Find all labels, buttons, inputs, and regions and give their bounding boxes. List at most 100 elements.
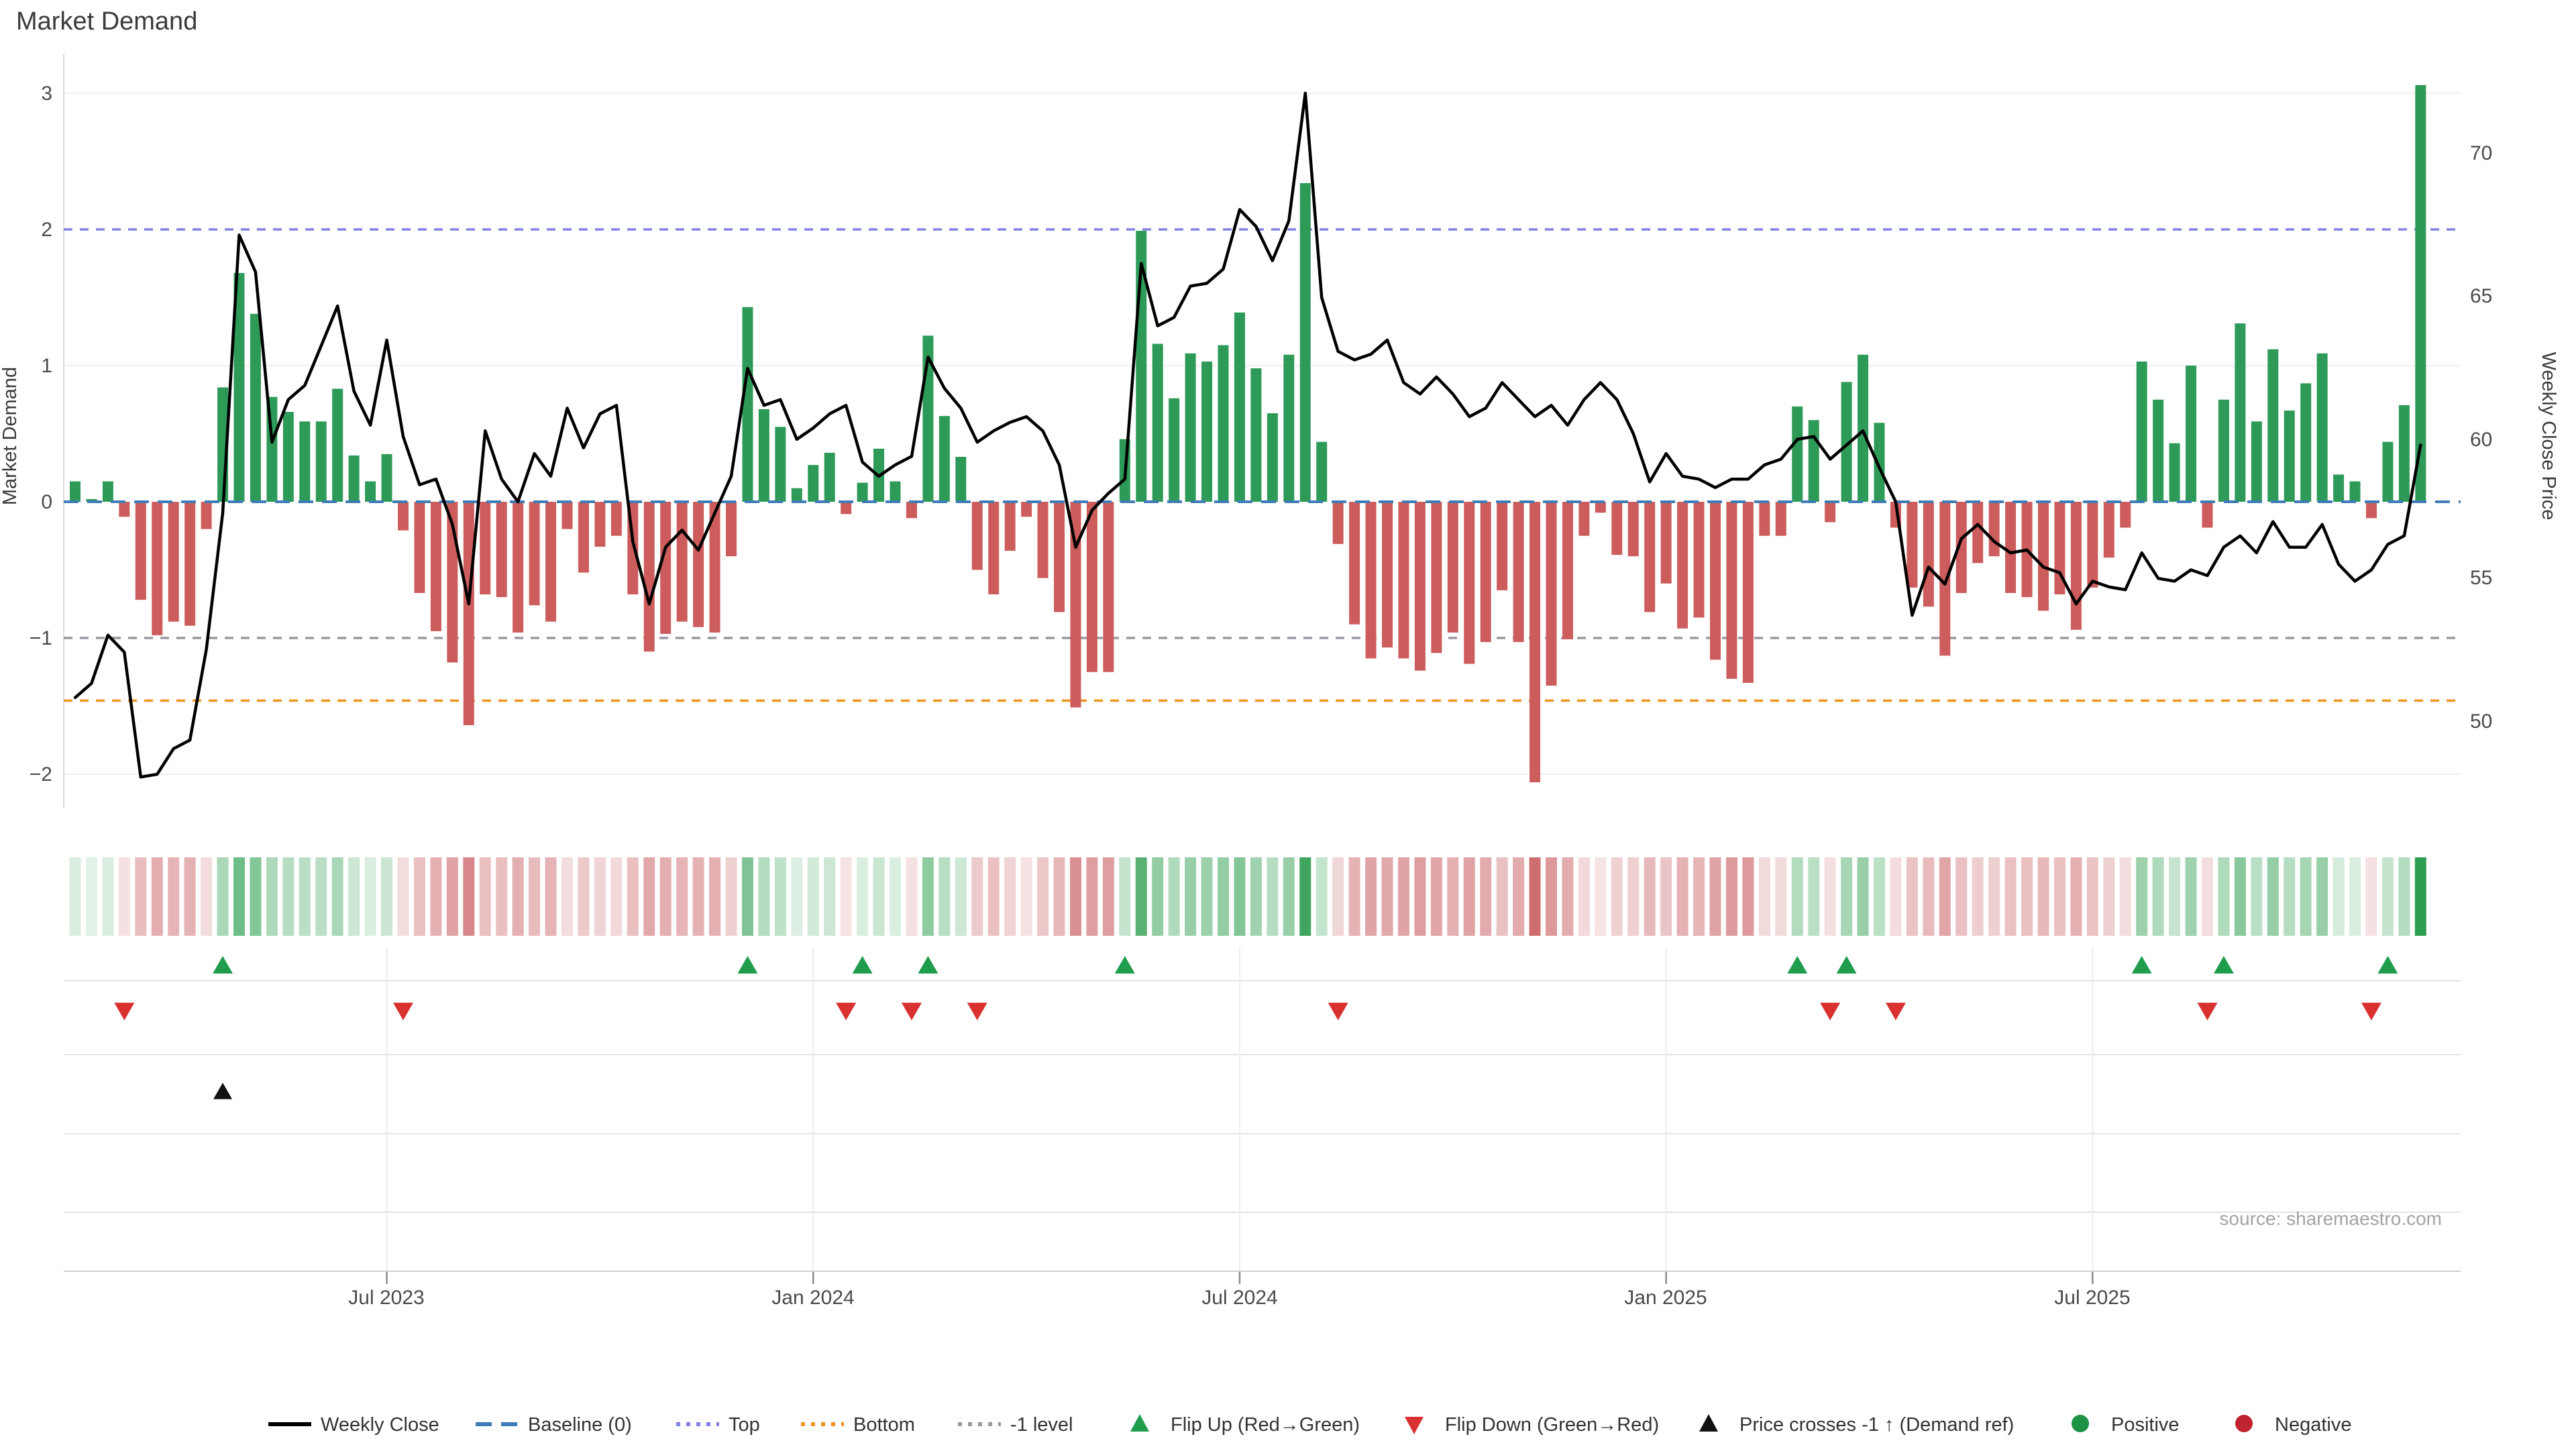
demand-bar	[414, 502, 425, 594]
demand-bar	[2316, 353, 2328, 502]
demand-bar	[430, 502, 441, 631]
heatmap-cell	[364, 857, 376, 936]
heatmap-cell	[1152, 857, 1164, 936]
flip-up-marker	[1836, 956, 1857, 974]
heatmap-cell	[1053, 857, 1065, 936]
heatmap-cell	[2365, 857, 2377, 936]
x-tick-jul-2025: Jul 2025	[2054, 1287, 2130, 1309]
demand-bar	[841, 502, 852, 515]
flip-up-marker	[2377, 956, 2398, 974]
heatmap-cell	[1168, 857, 1180, 936]
demand-bar	[1365, 502, 1377, 659]
heatmap-cell	[676, 857, 688, 936]
heatmap-cell	[1430, 857, 1442, 936]
demand-bar	[1480, 502, 1491, 643]
svg-text:Flip Up (Red→Green): Flip Up (Red→Green)	[1171, 1414, 1360, 1436]
heatmap-cell	[2152, 857, 2164, 936]
demand-bar	[1611, 502, 1623, 555]
demand-bar	[1792, 406, 1803, 502]
weekly-close-path	[73, 91, 2422, 779]
heatmap-cell	[1611, 857, 1623, 936]
demand-bar	[513, 502, 524, 633]
heatmap-cell	[2284, 857, 2296, 936]
flip-down-marker	[1328, 1002, 1348, 1020]
demand-bar	[496, 502, 507, 598]
heatmap-cell	[1709, 857, 1721, 936]
heatmap-cell	[1595, 857, 1607, 936]
demand-bar	[955, 457, 967, 502]
legend-item-negative: Negative	[2235, 1414, 2351, 1436]
demand-bar	[398, 502, 409, 531]
demand-bar	[1808, 420, 1819, 502]
heatmap-cell	[1939, 857, 1951, 936]
demand-bar	[824, 452, 835, 502]
flip-up-marker	[852, 956, 873, 974]
demand-bar	[1004, 502, 1016, 551]
demand-bar	[1349, 502, 1360, 625]
flip-up-marker	[2213, 956, 2234, 974]
heatmap-cell	[201, 857, 213, 936]
demand-bar	[102, 481, 113, 502]
heatmap-cell	[758, 857, 770, 936]
heatmap-cell	[1397, 857, 1409, 936]
demand-bar	[1939, 502, 1951, 656]
heatmap-cell	[1316, 857, 1328, 936]
heatmap-cell	[1463, 857, 1475, 936]
demand-bar	[1825, 502, 1836, 523]
demand-bar	[1299, 182, 1311, 502]
heatmap-cell	[2119, 857, 2131, 936]
heatmap-cell	[1890, 857, 1902, 936]
heatmap-cell	[1004, 857, 1016, 936]
demand-bar	[365, 481, 376, 502]
demand-bar	[906, 502, 917, 519]
heatmap-cell	[397, 857, 409, 936]
flip-down-marker	[393, 1002, 413, 1020]
right-tick-70: 70	[2470, 142, 2492, 164]
heatmap-cell	[1185, 857, 1197, 936]
left-axis-title: Market Demand	[0, 367, 21, 505]
heatmap-cell	[1874, 857, 1885, 936]
heatmap-cell	[1988, 857, 2000, 936]
demand-bar	[1447, 502, 1458, 633]
demand-bar	[1858, 354, 1869, 502]
demand-bar	[1218, 345, 1229, 502]
heatmap-cell	[1218, 857, 1229, 936]
heatmap-cell	[1824, 857, 1836, 936]
heatmap-cell	[2021, 857, 2033, 936]
heatmap-cell	[1381, 857, 1393, 936]
heatmap-cell	[348, 857, 360, 936]
heatmap-cell	[2251, 857, 2263, 936]
heatmap-cell	[1037, 857, 1049, 936]
demand-bar	[808, 465, 819, 502]
left-axis: 3 2 1 0 −1 −2 Market Demand	[0, 83, 52, 786]
heatmap-cell	[1758, 857, 1770, 936]
source-credit: source: sharemaestro.com	[2220, 1208, 2442, 1229]
demand-bar	[2300, 383, 2312, 502]
heatmap-cell	[709, 857, 721, 936]
heatmap-cell	[2103, 857, 2115, 936]
demand-bar	[1595, 502, 1606, 513]
heatmap-cell	[463, 857, 475, 936]
heatmap-cell	[1332, 857, 1344, 936]
demand-bar	[1841, 382, 1852, 502]
demand-bar	[1546, 502, 1557, 686]
demand-bar	[1332, 502, 1344, 544]
demand-bar	[1644, 502, 1656, 612]
heatmap-cell	[102, 857, 114, 936]
left-tick-2: 2	[41, 219, 52, 241]
demand-bar	[2169, 443, 2180, 502]
flip-up-marker	[1787, 956, 1808, 974]
heatmap-cell	[2300, 857, 2312, 936]
demand-bar	[1382, 502, 1393, 648]
demand-bar	[2267, 349, 2279, 502]
demand-bar	[2349, 481, 2361, 502]
heatmap-cell	[594, 857, 606, 936]
demand-bar	[529, 502, 540, 606]
negative-dot-icon	[2235, 1415, 2253, 1432]
demand-bar	[2251, 421, 2262, 502]
heatmap-cell	[529, 857, 541, 936]
demand-bar	[791, 488, 802, 502]
chart-legend: Weekly Close Baseline (0) Top Bottom -1 …	[268, 1414, 2351, 1436]
demand-bar	[184, 502, 196, 626]
heatmap-cell	[168, 857, 180, 936]
